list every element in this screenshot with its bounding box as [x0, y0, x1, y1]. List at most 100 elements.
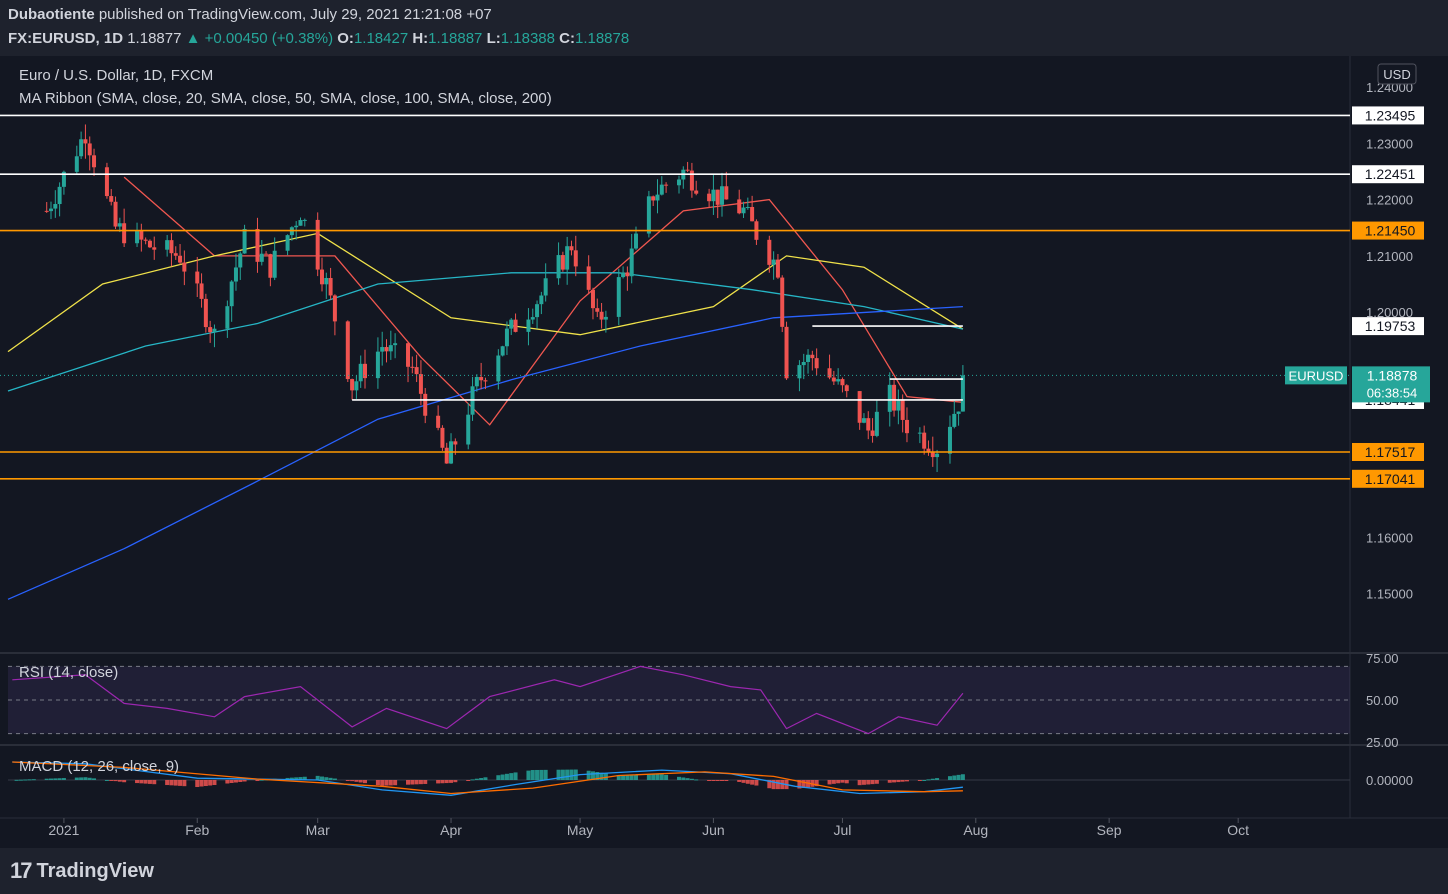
macd-histogram-bar — [814, 780, 819, 787]
macd-histogram-bar — [418, 780, 423, 785]
level-label-text: 1.21450 — [1365, 223, 1416, 239]
macd-histogram-bar — [745, 780, 750, 784]
candle-body — [633, 233, 638, 249]
macd-tick-label: 0.00000 — [1366, 773, 1413, 788]
macd-histogram-bar — [315, 775, 320, 780]
price-chart[interactable]: 1.234951.224511.214501.197531.188121.184… — [0, 56, 1448, 848]
macd-histogram-bar — [18, 779, 23, 781]
candle-body — [350, 379, 355, 391]
candle-body — [57, 186, 62, 205]
macd-histogram-bar — [664, 774, 669, 780]
macd-histogram-bar — [479, 777, 484, 780]
candle-body — [109, 196, 114, 202]
macd-histogram-bar — [857, 780, 862, 786]
candle-body — [414, 367, 419, 375]
candle-body — [393, 343, 398, 346]
candle-body — [659, 184, 664, 195]
macd-histogram-bar — [483, 777, 488, 780]
candle-body — [122, 223, 127, 244]
open-value: 1.18427 — [353, 30, 409, 47]
price-change: +0.00450 (+0.38%) — [204, 30, 334, 47]
price-tick-label: 1.20000 — [1366, 305, 1413, 320]
macd-histogram-bar — [715, 780, 720, 781]
tradingview-logo[interactable]: 17 TradingView — [10, 858, 154, 884]
macd-histogram-bar — [565, 769, 570, 780]
candle-body — [165, 240, 170, 250]
candle-body — [960, 375, 965, 412]
macd-histogram-bar — [935, 778, 940, 780]
candle-body — [689, 170, 694, 191]
macd-histogram-bar — [173, 780, 178, 786]
macd-histogram-bar — [754, 780, 759, 786]
candle-body — [113, 201, 118, 227]
macd-histogram-bar — [590, 771, 595, 780]
current-price-label[interactable]: EURUSD 1.18878 06:38:54 — [1285, 366, 1430, 403]
macd-histogram-bar — [122, 780, 127, 783]
grid — [0, 56, 1448, 819]
macd-histogram-bar — [801, 780, 806, 788]
macd-histogram-bar — [556, 769, 561, 780]
macd-histogram-bar — [165, 780, 170, 786]
macd-histogram-bar — [509, 773, 514, 780]
candle-body — [922, 432, 927, 449]
chart-title: Euro / U.S. Dollar, 1D, FXCM — [19, 67, 213, 84]
candle-body — [677, 179, 681, 186]
last-price: 1.18877 — [127, 30, 182, 47]
macd-histogram-bar — [689, 778, 694, 780]
time-tick-label: Aug — [963, 822, 988, 838]
macd-histogram-bar — [410, 780, 415, 785]
macd-histogram-bar — [57, 778, 62, 780]
candle-body — [272, 250, 277, 278]
candle-body — [685, 169, 690, 171]
macd-histogram-bar — [423, 780, 428, 784]
macd-histogram-bar — [345, 780, 350, 781]
symbol-ticker[interactable]: FX:EURUSD — [8, 30, 96, 47]
author-name[interactable]: Dubaotiente — [8, 6, 95, 23]
candle-body — [74, 156, 79, 172]
candle-body — [440, 427, 445, 448]
macd-histogram-bar — [900, 780, 905, 782]
candle-body — [496, 355, 501, 382]
macd-histogram-bar — [354, 780, 359, 782]
candle-body — [135, 230, 140, 244]
macd-histogram-bar — [870, 780, 875, 785]
macd-histogram-bar — [375, 780, 380, 786]
price-tick-label: 1.16000 — [1366, 530, 1413, 545]
time-tick-label: Feb — [185, 822, 209, 838]
candle-body — [285, 235, 290, 251]
macd-histogram-bar — [208, 780, 213, 786]
macd-histogram-bar — [384, 780, 389, 786]
candle-body — [565, 246, 570, 270]
candle-body — [836, 379, 841, 382]
candle-body — [840, 379, 845, 386]
candle-body — [724, 186, 729, 200]
macd-histogram-bar — [380, 780, 385, 786]
macd-histogram-bar — [861, 780, 866, 785]
macd-histogram-bar — [27, 779, 32, 781]
level-label-box — [1352, 442, 1424, 461]
candle-body — [556, 255, 561, 279]
macd-histogram-bar — [655, 774, 660, 780]
candle-body — [715, 189, 720, 205]
symbol-line: FX:EURUSD, 1D 1.18877 ▲ +0.00450 (+0.38%… — [8, 30, 630, 47]
macd-histogram-bar — [560, 769, 565, 780]
candle-body — [466, 414, 471, 445]
macd-histogram-bar — [629, 774, 634, 780]
candle-body — [831, 377, 836, 382]
symbol-tag-text: EURUSD — [1289, 368, 1344, 383]
close-label: C: — [559, 30, 575, 47]
horizontal-levels[interactable]: 1.234951.224511.214501.197531.188121.184… — [0, 106, 1430, 488]
macd-histogram-bar — [83, 777, 88, 780]
macd-histogram-bar — [659, 774, 664, 780]
candle-body — [208, 327, 213, 333]
macd-histogram-bar — [466, 780, 471, 781]
candle-body — [711, 189, 716, 202]
candle-body — [874, 411, 879, 436]
macd-histogram-bar — [92, 778, 97, 780]
currency-badge[interactable]: USD — [1377, 63, 1417, 85]
macd-histogram-bar — [892, 780, 897, 783]
candle-body — [543, 278, 548, 296]
candle-body — [560, 255, 565, 270]
candle-body — [569, 246, 574, 251]
macd-histogram-bar — [646, 774, 651, 780]
